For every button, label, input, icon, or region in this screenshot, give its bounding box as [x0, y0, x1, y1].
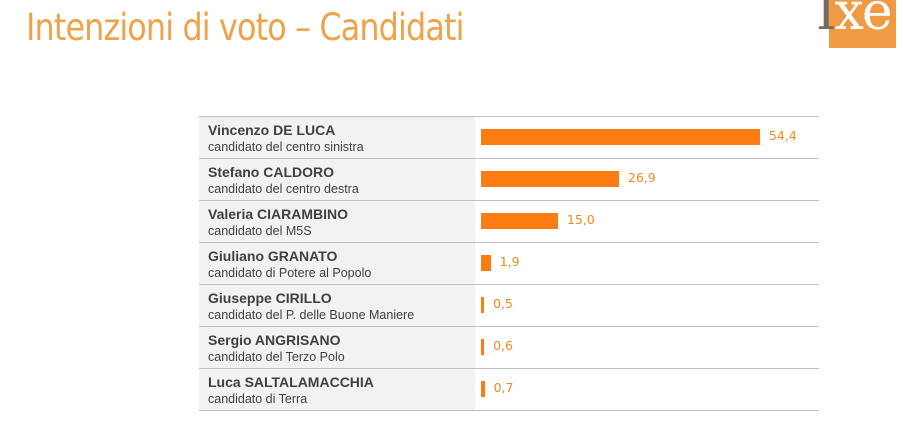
chart-row: Luca SALTALAMACCHIA candidato di Terra 0,7	[199, 369, 819, 411]
candidate-description: candidato del M5S	[208, 224, 312, 238]
candidates-bar-chart: Vincenzo DE LUCA candidato del centro sin…	[199, 116, 819, 423]
ixe-logo: Ixe	[816, 0, 896, 48]
bar	[481, 171, 619, 187]
bar-value-label: 0,6	[493, 338, 513, 353]
chart-top-rule	[199, 116, 819, 117]
candidate-description: candidato del Terzo Polo	[208, 350, 345, 364]
row-label-background	[199, 201, 475, 242]
row-separator	[199, 284, 819, 285]
row-separator	[199, 200, 819, 201]
row-separator	[199, 410, 819, 411]
candidate-name: Giuseppe CIRILLO	[208, 290, 332, 306]
bar	[481, 297, 484, 313]
bar-value-label: 26,9	[627, 170, 656, 185]
bar-value-label: 0,7	[493, 380, 514, 395]
candidate-name: Sergio ANGRISANO	[208, 332, 341, 348]
row-label-background	[199, 369, 475, 410]
chart-row: Sergio ANGRISANO candidato del Terzo Polo…	[199, 327, 819, 369]
chart-row: Vincenzo DE LUCA candidato del centro sin…	[199, 117, 819, 159]
candidate-description: candidato del centro sinistra	[208, 140, 364, 154]
bar	[481, 213, 558, 229]
candidate-description: candidato del P. delle Buone Maniere	[208, 308, 415, 322]
logo-text: Ixe	[816, 0, 893, 42]
bar	[481, 339, 485, 355]
bar	[481, 129, 760, 145]
chart-row: Giuliano GRANATO candidato di Potere al P…	[199, 243, 819, 285]
bar	[481, 381, 485, 397]
candidate-description: candidato di Terra	[208, 392, 308, 406]
bar	[481, 255, 491, 271]
candidate-name: Stefano CALDORO	[208, 164, 334, 180]
candidate-description: candidato di Potere al Popolo	[208, 266, 372, 280]
row-separator	[199, 326, 819, 327]
row-separator	[199, 242, 819, 243]
chart-row: Giuseppe CIRILLO candidato del P. delle B…	[199, 285, 819, 327]
row-label-background	[199, 243, 475, 284]
candidate-name: Giuliano GRANATO	[208, 248, 338, 264]
bar-value-label: 0,5	[493, 296, 513, 311]
candidate-description: candidato del centro destra	[208, 182, 359, 196]
bar-value-label: 1,9	[499, 254, 520, 269]
row-label-background	[199, 285, 475, 326]
chart-row: Stefano CALDORO candidato del centro dest…	[199, 159, 819, 201]
row-label-background	[199, 159, 475, 200]
page-title: Intenzioni di voto – Candidati	[26, 6, 464, 49]
chart-row: Valeria CIARAMBINO candidato del M5S 15,0	[199, 201, 819, 243]
bar-value-label: 54,4	[768, 128, 797, 143]
row-separator	[199, 158, 819, 159]
row-label-background	[199, 117, 475, 158]
bar-value-label: 15,0	[566, 212, 595, 227]
logo-mark	[829, 0, 896, 48]
candidate-name: Valeria CIARAMBINO	[208, 206, 349, 222]
row-separator	[199, 368, 819, 369]
candidate-name: Vincenzo DE LUCA	[208, 122, 336, 138]
candidate-name: Luca SALTALAMACCHIA	[208, 374, 374, 390]
row-label-background	[199, 327, 475, 368]
